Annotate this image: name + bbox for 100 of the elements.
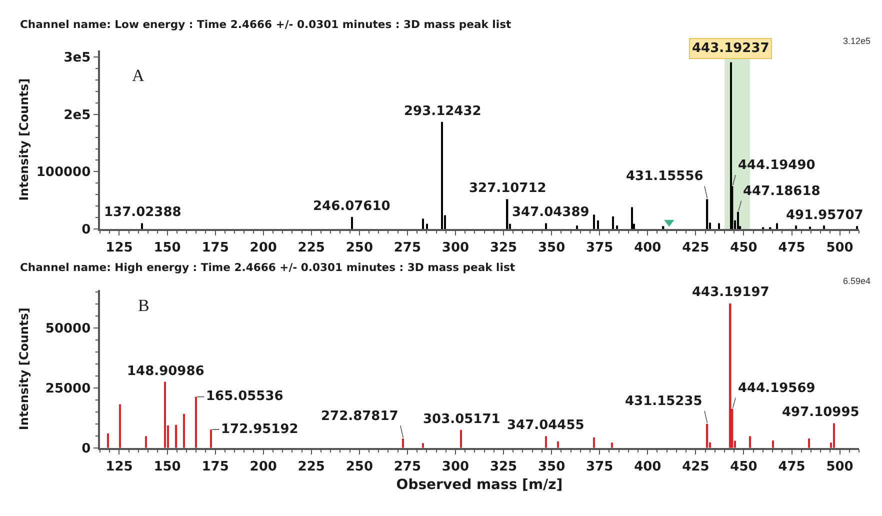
annotation: B xyxy=(138,296,150,315)
bar xyxy=(426,224,428,229)
x-tick-label: 350 xyxy=(538,459,566,474)
text: 6.59e4 xyxy=(843,276,871,286)
annotation: 272.87817 xyxy=(321,409,398,424)
bar xyxy=(611,442,613,448)
annotation: 303.05171 xyxy=(423,412,500,427)
bar xyxy=(823,226,825,229)
y-tick-label: 0 xyxy=(82,441,91,456)
annotation: 447.18618 xyxy=(743,184,820,199)
annotation: 246.07610 xyxy=(313,199,390,214)
bar xyxy=(351,216,353,229)
bar xyxy=(776,223,778,229)
annotation: 443.19197 xyxy=(692,285,770,300)
x-tick-label: 250 xyxy=(346,459,373,474)
bar xyxy=(612,216,614,229)
annotation: 347.04455 xyxy=(507,418,584,433)
bar xyxy=(506,199,508,229)
x-tick-label: 300 xyxy=(442,459,470,474)
x-tick-label: 300 xyxy=(442,240,470,256)
x-tick-label: 175 xyxy=(202,240,229,256)
annotation: 444.19490 xyxy=(738,158,816,173)
bar xyxy=(576,226,578,229)
bar xyxy=(164,382,166,448)
annotation: 491.95707 xyxy=(786,208,864,223)
bar xyxy=(795,226,797,229)
annotation: 431.15235 xyxy=(625,394,702,409)
x-tick-label: 175 xyxy=(202,459,229,474)
annotation: A xyxy=(132,66,145,85)
bar xyxy=(749,436,752,448)
x-tick-label: 475 xyxy=(778,240,806,256)
bar xyxy=(557,441,559,448)
x-tick-label: 375 xyxy=(586,459,614,474)
x-tick-label: 450 xyxy=(730,240,758,256)
bar xyxy=(597,220,599,229)
annotation: 444.19569 xyxy=(738,381,816,396)
x-tick-label: 325 xyxy=(490,240,518,256)
annotation: 443.19237 xyxy=(692,41,770,56)
x-tick-label: 125 xyxy=(106,240,133,256)
y-tick-label: 50000 xyxy=(45,322,91,337)
x-tick-label: 425 xyxy=(682,240,710,256)
x-tick-label: 400 xyxy=(634,459,662,474)
chart-title: Channel name: High energy : Time 2.4666 +/- 0.0301 minutes : 3D mass peak list xyxy=(20,261,516,274)
bar xyxy=(808,438,810,448)
y-tick-label: 25000 xyxy=(45,381,91,396)
x-tick-label: 500 xyxy=(826,459,854,474)
x-tick-label: 500 xyxy=(826,240,854,256)
x-tick-label: 275 xyxy=(394,240,422,256)
x-tick-label: 425 xyxy=(682,459,710,474)
bar xyxy=(737,212,739,229)
annotation: 172.95192 xyxy=(221,422,298,437)
x-tick-label: 275 xyxy=(394,459,422,474)
annotation: 431.15556 xyxy=(626,169,704,184)
x-tick-label: 150 xyxy=(154,240,181,256)
x-tick-label: 450 xyxy=(730,459,758,474)
bar xyxy=(107,434,109,448)
y-axis-title: Intensity [Counts] xyxy=(17,308,32,430)
annotation: 165.05536 xyxy=(206,389,284,404)
bar xyxy=(593,437,595,448)
bar xyxy=(833,423,835,448)
bar xyxy=(772,440,774,448)
bar xyxy=(706,199,708,229)
annotation: 293.12432 xyxy=(404,104,482,119)
x-axis-title: Observed mass [m/z] xyxy=(396,477,563,494)
annotation: 137.02388 xyxy=(104,205,182,220)
bar xyxy=(210,429,212,448)
x-tick-label: 325 xyxy=(490,459,518,474)
x-tick-label: 200 xyxy=(250,459,277,474)
bar xyxy=(593,214,595,229)
y-tick-label: 0 xyxy=(82,222,91,238)
bar xyxy=(616,226,618,229)
bar xyxy=(145,436,147,448)
x-tick-label: 200 xyxy=(250,240,277,256)
x-tick-label: 350 xyxy=(538,240,566,256)
annotation: 327.10712 xyxy=(469,181,546,196)
annotation: 148.90986 xyxy=(127,364,204,379)
bar xyxy=(175,424,178,448)
bar xyxy=(718,223,720,229)
chart-title: Channel name: Low energy : Time 2.4666 +/- 0.0301 minutes : 3D mass peak list xyxy=(20,18,512,31)
bar xyxy=(856,226,858,229)
x-tick-label: 250 xyxy=(346,240,373,256)
x-tick-label: 225 xyxy=(298,459,325,474)
bar xyxy=(662,226,664,229)
annotation: 347.04389 xyxy=(512,205,590,220)
x-tick-label: 125 xyxy=(106,459,133,474)
bar xyxy=(706,424,708,448)
y-tick-label: 3e5 xyxy=(64,50,91,66)
x-tick-label: 225 xyxy=(298,240,325,256)
bar xyxy=(119,404,121,448)
y-axis-title: Intensity [Counts] xyxy=(17,78,32,201)
text: 3.12e5 xyxy=(843,36,871,46)
y-tick-label: 2e5 xyxy=(64,108,91,123)
x-tick-label: 475 xyxy=(778,459,806,474)
bar xyxy=(545,436,547,448)
x-tick-label: 400 xyxy=(634,240,662,256)
bar xyxy=(183,414,185,448)
bar xyxy=(402,438,404,448)
x-tick-label: 375 xyxy=(586,240,614,256)
y-tick-label: 100000 xyxy=(36,165,91,180)
bar xyxy=(422,443,424,448)
